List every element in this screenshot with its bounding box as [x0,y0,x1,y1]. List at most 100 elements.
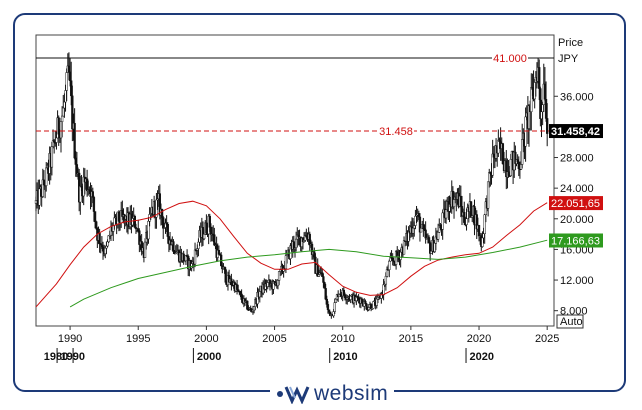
candle-body [332,311,335,317]
candle-body [93,211,97,222]
brand-logo: websim [270,382,395,406]
candle-body [252,306,256,311]
candle-body [413,225,416,229]
candle-body [391,258,394,262]
candle-body [497,139,500,154]
candle-body [507,171,510,176]
moving-average-line [69,239,548,308]
candle-body [258,291,261,298]
candle-body [483,214,486,234]
candle-body [279,269,282,272]
candle-body [182,253,185,262]
websim-logo-icon [277,386,310,404]
candle-body [349,295,352,300]
candle-body [107,235,110,243]
candle-body [417,213,420,218]
candle-body [160,208,164,218]
candle-body [486,181,490,209]
y-tick-label: 24.000 [560,183,594,195]
candle-body [333,302,336,312]
candle-body [399,251,402,260]
candle-body [308,233,311,246]
candle-body [113,217,116,226]
candle-body [85,178,89,192]
candle-body [509,159,512,177]
x-tick-label: 2020 [467,333,491,345]
x-tick-label: 1990 [58,333,82,345]
candle-body [324,288,327,300]
candle-body [313,251,316,258]
x-axis: 1990 1995 2000 2005 2010 2015 2020 2025 [58,326,559,345]
candle-body [538,67,541,89]
price-tags: 31.458,42 22.051,65 17.166,63 [549,124,603,248]
candle-body [131,218,134,226]
decade-label: 2020 [470,351,494,363]
candle-body [63,101,66,109]
plot-area [35,34,555,327]
price-tag-bg [549,233,603,248]
candle-body [208,215,211,228]
candle-body [105,245,108,249]
candle-body [74,157,77,165]
candle-body [323,282,326,289]
candle-body [213,234,216,246]
candle-body [531,87,534,90]
decade-label: 2010 [333,351,357,363]
candle-body [482,233,485,239]
candle-body [342,289,345,296]
candle-body [519,164,523,170]
candle-body [343,294,347,299]
decade-label: 2000 [197,351,221,363]
x-tick-label: 2025 [535,333,559,345]
annotation-label: 41.000 [493,53,527,65]
candle-body [246,300,249,310]
candle-body [294,238,298,248]
scale-mode-button[interactable]: Auto [556,314,584,329]
y-axis-title: Price [558,37,583,49]
decade-axis: 19801990200020102020 [44,348,494,363]
candle-body [235,284,239,290]
candle-body [79,185,82,203]
candle-body [266,282,269,287]
candle-body [427,237,431,243]
candle-body [382,284,385,296]
candle-body [521,139,524,165]
candles [34,52,549,319]
candle-body [98,233,101,245]
candle-body [137,228,140,231]
moving-averages [35,200,548,308]
candle-body [540,111,543,119]
candle-body [477,225,481,237]
y-axis: Price JPY 8.00012.00016.00020.00024.0002… [554,37,594,318]
candle-body [436,232,440,240]
candle-body [133,216,136,228]
candle-body [430,250,433,254]
candle-body [106,241,109,247]
candle-body [414,215,417,226]
candle-body [488,172,491,183]
candle-body [45,167,48,186]
annotation-label-bg [492,51,528,64]
candle-body [334,298,338,303]
candle-body [459,195,463,207]
candle-body [326,304,330,311]
candle-body [321,272,324,277]
annotation-label: 31.458 [379,126,413,138]
candle-body [147,220,150,240]
candle-body [92,197,96,212]
candle-body [117,211,121,222]
candle-body [75,164,79,174]
candle-body [317,274,321,277]
candle-body [209,227,213,235]
candle-body [60,115,64,123]
price-tag-bg [549,124,603,139]
candle-body [55,137,58,143]
candle-body [101,246,105,252]
decade-label: 1980 [44,351,68,363]
candle-body [68,71,72,81]
candle-body [230,278,233,285]
candle-body [469,201,473,218]
y-tick-label: 12.000 [560,275,594,287]
candle-body [284,255,288,269]
